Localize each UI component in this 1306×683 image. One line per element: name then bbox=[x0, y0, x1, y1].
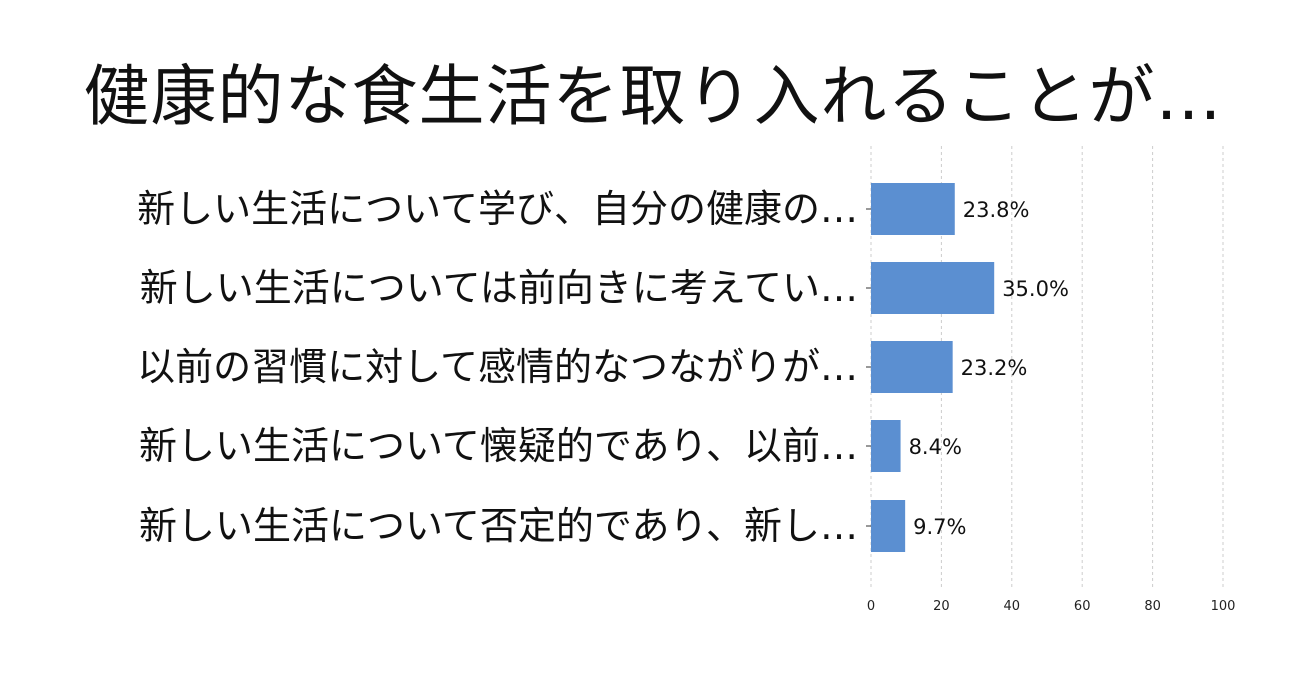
bar-3 bbox=[871, 420, 901, 472]
x-tick-label: 80 bbox=[1144, 599, 1161, 614]
bar-4 bbox=[871, 500, 906, 552]
data-label: 8.4% bbox=[909, 435, 962, 459]
category-label: 以前の習慣に対して感情的なつながりが… bbox=[137, 345, 858, 389]
x-tick-label: 0 bbox=[867, 599, 875, 614]
category-label: 新しい生活について否定的であり、新し… bbox=[139, 504, 858, 548]
data-label: 23.8% bbox=[963, 198, 1030, 222]
x-tick-label: 100 bbox=[1211, 599, 1236, 614]
chart-title: 健康的な食生活を取り入れることが… bbox=[83, 58, 1223, 135]
category-label: 新しい生活について学び、自分の健康の… bbox=[137, 187, 858, 231]
data-label: 9.7% bbox=[913, 515, 966, 539]
data-label: 35.0% bbox=[1002, 277, 1069, 301]
x-tick-label: 20 bbox=[933, 599, 950, 614]
x-tick-label: 60 bbox=[1074, 599, 1091, 614]
bar-1 bbox=[871, 262, 995, 314]
x-tick-label: 40 bbox=[1004, 599, 1021, 614]
bar-0 bbox=[871, 183, 955, 235]
category-label: 新しい生活については前向きに考えてい… bbox=[139, 266, 858, 310]
data-label: 23.2% bbox=[961, 356, 1028, 380]
bar-2 bbox=[871, 341, 953, 393]
category-label: 新しい生活について懐疑的であり、以前… bbox=[139, 424, 858, 468]
